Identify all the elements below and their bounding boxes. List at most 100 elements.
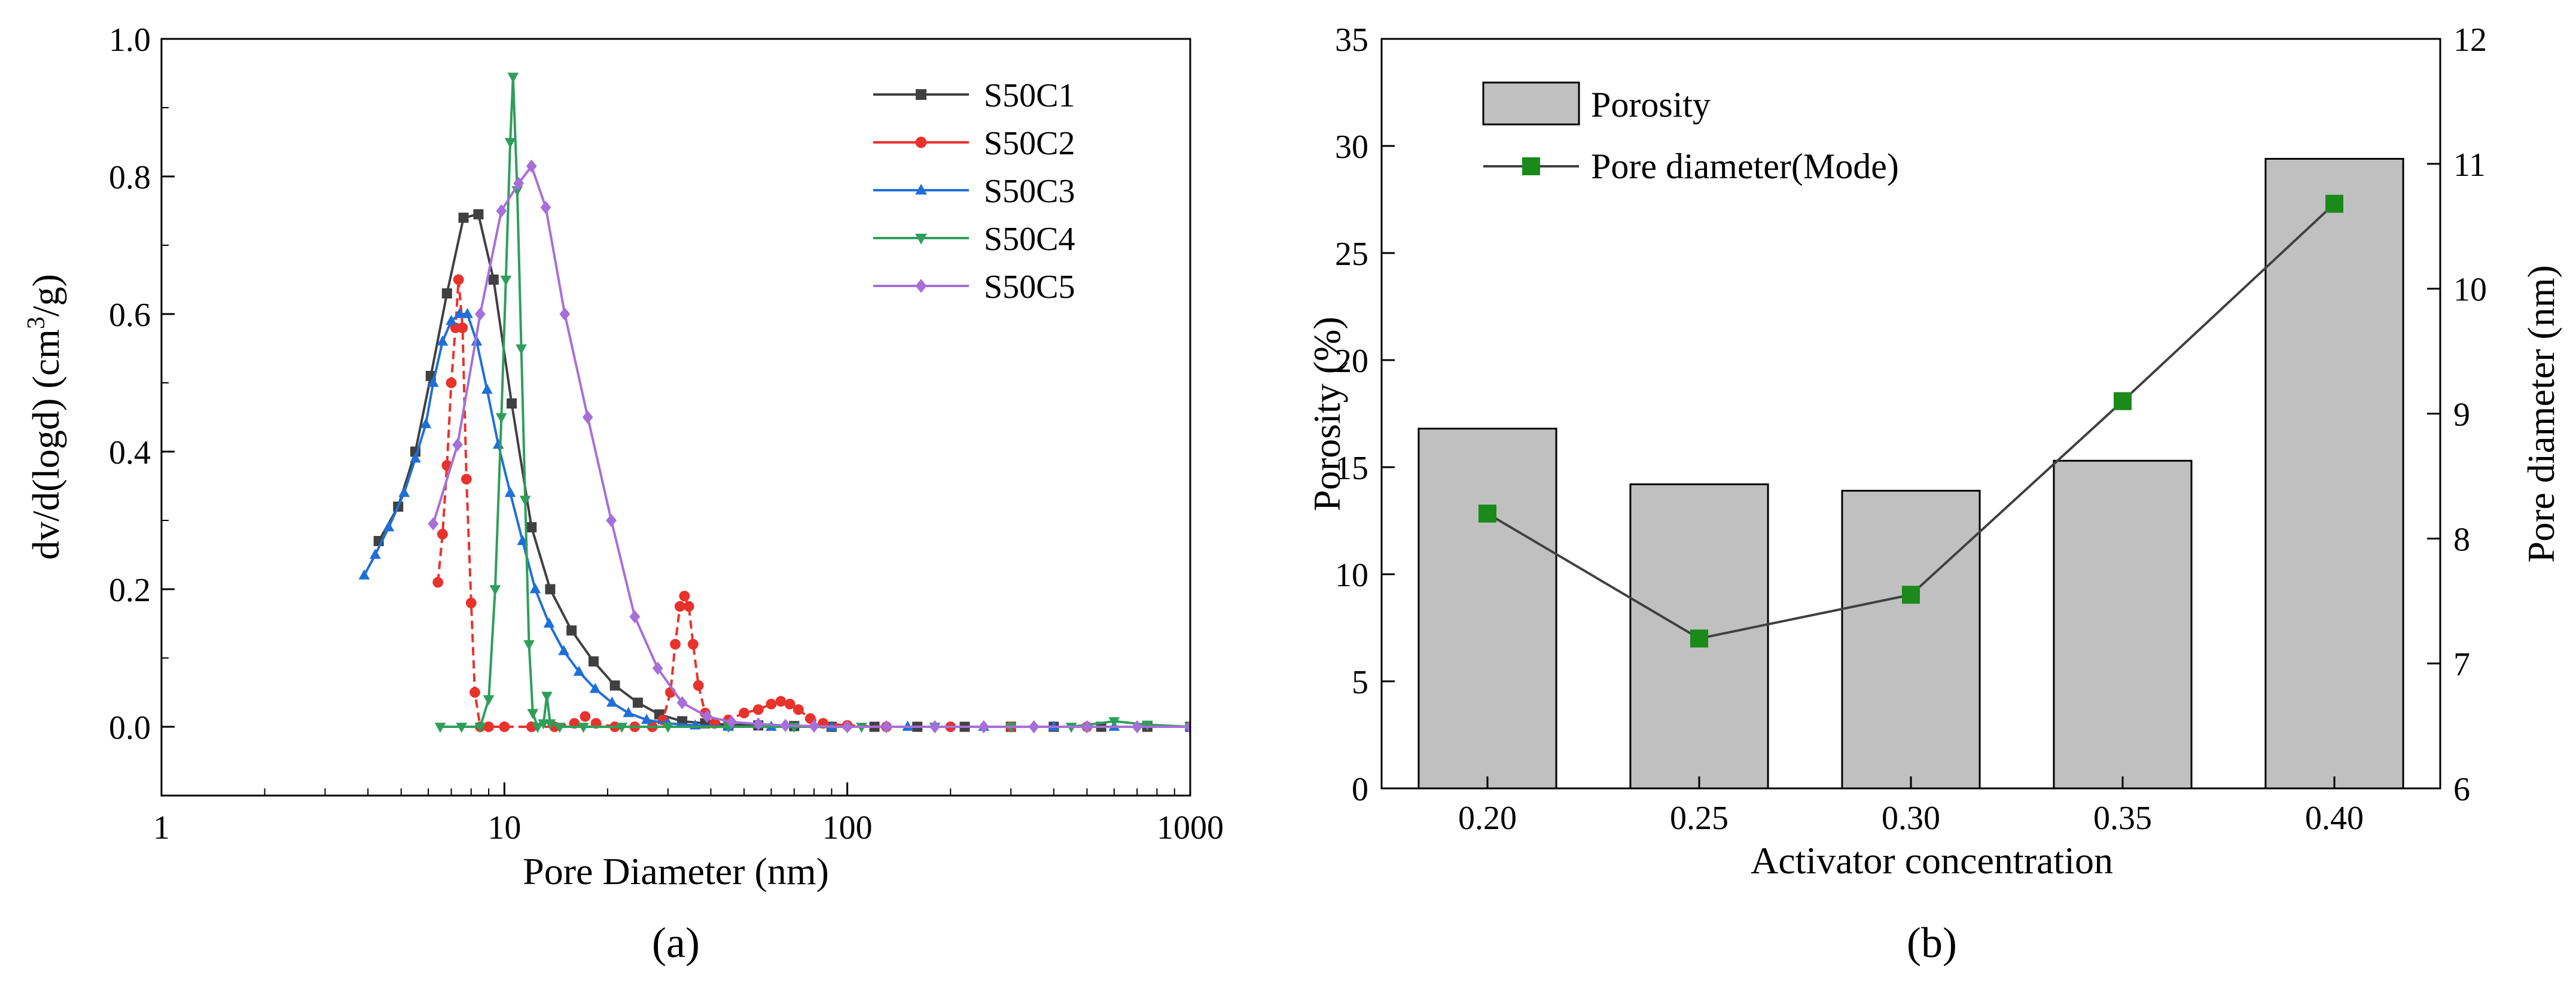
chart-a-data-point: [674, 601, 685, 612]
chart-a-data-point: [398, 486, 410, 497]
chart-a-data-point: [775, 696, 786, 707]
chart-a-legend-label: S50C4: [984, 221, 1075, 258]
chart-b-legend: Porosity Pore diameter(Mode): [1482, 81, 1899, 186]
chart-a-data-point: [446, 315, 457, 325]
chart-b-data-point: [2325, 194, 2343, 213]
chart-b-x-tick-label: 0.25: [1670, 800, 1728, 837]
chart-a-data-point: [492, 438, 504, 449]
chart-b-y2-axis-label: Pore diameter (nm): [2520, 265, 2562, 563]
chart-a-data-point: [629, 610, 641, 624]
chart-b-axes: 0 5 10 15 20 25 30 35 6 7 8 9 10 11 12 0.20 0.25 0.30 0.35…: [1335, 22, 2487, 837]
chart-a-data-point: [499, 721, 510, 732]
chart-a-y-tick-label: 0.4: [109, 434, 151, 471]
chart-b-data-point: [1902, 586, 1920, 604]
chart-a-y-axis-label-part: /g): [25, 274, 67, 316]
chart-b-legend-label: Porosity: [1591, 85, 1711, 124]
chart-a-data-point: [676, 696, 688, 709]
chart-a-data-point: [473, 209, 484, 220]
chart-b-bars: [1417, 157, 2404, 790]
chart-a-data-point: [529, 583, 541, 593]
chart-a-data-point: [670, 639, 681, 650]
chart-a-data-point: [929, 720, 940, 734]
chart-a-data-point: [427, 376, 439, 387]
chart-a-data-point: [519, 495, 531, 506]
chart-b-y-tick-label: 35: [1335, 22, 1368, 59]
chart-a-data-point: [606, 696, 618, 707]
chart-a-y-axis-label-superscript: 3: [23, 316, 50, 329]
chart-a-data-point: [1132, 720, 1143, 734]
chart-b-x-axis-label: Activator concentration: [1751, 839, 2113, 882]
chart-a-data-point: [792, 704, 804, 715]
chart-b-data-point: [2114, 392, 2132, 410]
chart-b-y2-tick-label: 11: [2453, 147, 2486, 184]
chart-a-data-point: [554, 723, 566, 733]
chart-a-data-point: [693, 680, 704, 691]
chart-a-data-point: [1081, 720, 1093, 734]
chart-a-data-point: [369, 549, 381, 559]
chart-a-data-point: [523, 640, 535, 651]
chart-a-data-point: [507, 72, 519, 83]
chart-a-data-point: [540, 200, 551, 214]
chart-a-data-point: [544, 719, 556, 730]
chart-a-data-point: [456, 723, 468, 733]
chart-a-data-point: [580, 711, 591, 722]
chart-a-data-point: [506, 398, 517, 409]
chart-a-data-point: [434, 723, 446, 733]
chart-b-legend-marker: [1522, 157, 1540, 175]
chart-a-legend-marker: [915, 279, 927, 293]
chart-b-legend-label: Pore diameter(Mode): [1591, 147, 1899, 186]
chart-b-x-tick-label: 0.20: [1458, 800, 1517, 837]
chart-a-data-point: [589, 683, 601, 693]
chart-b-y-tick-label: 20: [1335, 343, 1368, 380]
chart-a-data-point: [784, 699, 795, 709]
chart-a-x-tick-label: 10: [487, 809, 521, 846]
chart-a-data-point: [437, 529, 448, 540]
chart-a: 0.00.20.40.60.81.01 10 100 1000 S50C1S50C2S…: [23, 22, 1224, 967]
chart-b-x-tick-label: 0.40: [2305, 800, 2364, 837]
chart-a-data-point: [842, 720, 853, 734]
chart-a-data-point: [516, 344, 527, 355]
chart-a-data-point: [687, 639, 699, 650]
chart-b-bar: [1841, 489, 1981, 790]
chart-a-data-point: [483, 695, 495, 706]
chart-a-data-point: [566, 625, 577, 636]
chart-a-y-axis-label-part: dv/d(logd) (cm: [25, 329, 67, 560]
chart-a-y-tick-label: 0.2: [109, 572, 151, 609]
chart-a-axes: 0.0 0.2 0.4 0.6 0.8 1.0 1 10 100 1000: [109, 22, 1224, 846]
chart-b-data-point: [1478, 504, 1496, 523]
chart-a-data-point: [532, 723, 544, 733]
chart-b: 0 5 10 15 20 25 30 35 6 7 8 9 10 11 12 0.20 0.25 0.30 0.35…: [1306, 22, 2562, 967]
chart-a-legend-label: S50C3: [984, 173, 1075, 210]
chart-b-bar: [1417, 428, 1557, 790]
chart-a-data-point: [683, 601, 694, 612]
chart-a-series-line: [432, 164, 1190, 728]
chart-b-panel-label: (b): [1907, 919, 1957, 967]
chart-a-legend-label: S50C1: [984, 77, 1075, 114]
chart-a-data-point: [446, 377, 457, 388]
chart-a-data-point: [739, 708, 750, 718]
chart-a-data-point: [752, 717, 764, 731]
chart-a-data-point: [578, 723, 589, 733]
chart-a-data-point: [559, 307, 571, 321]
chart-a-data-point: [526, 522, 537, 532]
chart-a-series-line: [363, 313, 1190, 728]
chart-a-legend-marker: [915, 136, 927, 148]
chart-b-y-tick-label: 30: [1335, 129, 1368, 166]
chart-b-y-tick-label: 25: [1335, 236, 1368, 273]
chart-a-y-axis-label: dv/d(logd) (cm3/g): [23, 274, 67, 560]
chart-a-data-point: [504, 138, 516, 148]
chart-a-y-tick-label: 0.6: [109, 297, 151, 334]
chart-a-data-point: [543, 617, 555, 628]
chart-a-data-point: [679, 590, 690, 602]
chart-a-data-point: [489, 585, 501, 596]
chart-a-data-point: [606, 513, 617, 528]
chart-b-legend-swatch: [1482, 81, 1580, 126]
chart-a-data-point: [641, 714, 653, 724]
chart-a-x-tick-label: 1000: [1157, 809, 1224, 846]
chart-b-data-point: [1690, 629, 1708, 648]
chart-a-data-point: [809, 719, 820, 733]
chart-b-x-tick-label: 0.30: [1882, 800, 1940, 837]
chart-b-y-tick-label: 10: [1335, 557, 1368, 594]
chart-a-data-point: [1108, 717, 1120, 727]
